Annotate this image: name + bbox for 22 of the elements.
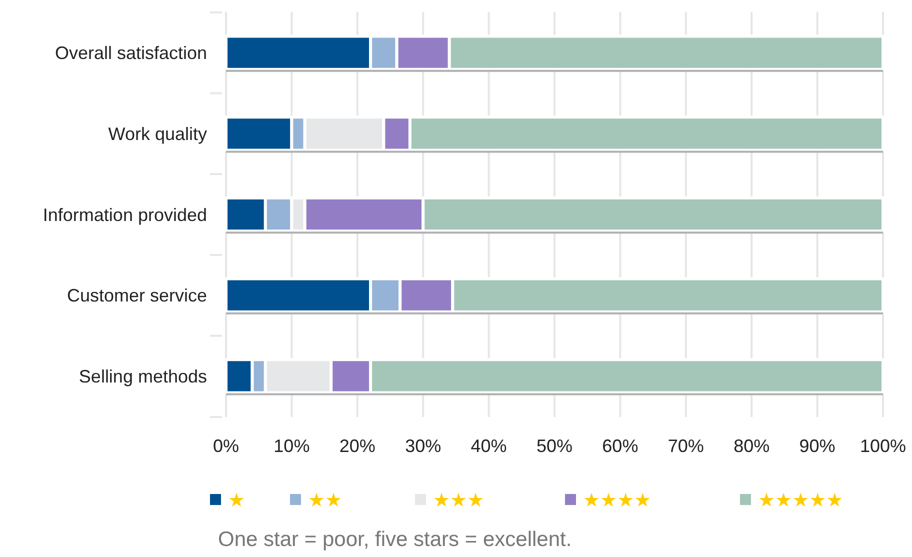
legend-label: ★★★ [433,490,484,512]
x-tick-label: 80% [734,436,770,456]
x-tick-label: 20% [339,436,376,456]
text: One star = poor, five stars = excellent. [218,528,572,551]
y-tick-label: Selling methods [78,366,207,386]
x-tick-label: 70% [668,436,704,456]
y-tick-label: Work quality [108,124,207,144]
y-tick-label: Information provided [42,204,207,225]
x-tick-label: 40% [470,436,507,456]
x-tick-label: 50% [536,436,573,456]
y-tick-label: Overall satisfaction [54,43,207,64]
x-tick-label: 10% [274,436,310,456]
legend-label: ★ [228,490,246,512]
legend-label: ★★ [308,490,342,512]
x-tick-label: 90% [799,436,836,456]
x-tick-label: 100% [860,436,906,456]
x-tick-label: 60% [602,436,638,456]
x-tick-label: 0% [212,436,240,456]
legend-label: ★★★★ [583,490,652,512]
legend-label: ★★★★★ [758,490,844,512]
x-tick-label: 30% [405,436,442,456]
y-tick-label: Customer service [66,286,207,306]
